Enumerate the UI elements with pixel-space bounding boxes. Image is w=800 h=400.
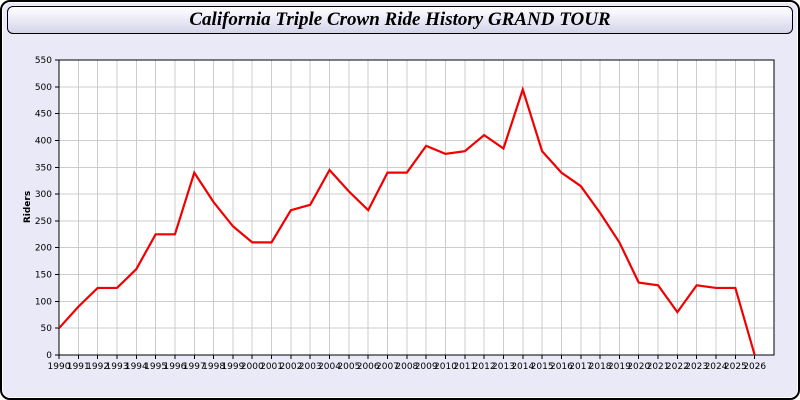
x-tick-label: 2003 bbox=[299, 362, 322, 372]
x-tick-label: 2017 bbox=[569, 362, 592, 372]
x-tick-label: 2019 bbox=[608, 362, 631, 372]
x-tick-label: 2016 bbox=[550, 362, 573, 372]
x-tick-label: 1990 bbox=[48, 362, 71, 372]
y-tick-label: 250 bbox=[35, 217, 52, 227]
y-tick-label: 450 bbox=[35, 110, 52, 120]
x-tick-label: 2020 bbox=[627, 362, 650, 372]
x-tick-label: 2005 bbox=[337, 362, 360, 372]
chart-title: California Triple Crown Ride History GRA… bbox=[189, 9, 611, 30]
x-tick-label: 2018 bbox=[589, 362, 612, 372]
x-tick-label: 2000 bbox=[241, 362, 264, 372]
x-tick-label: 1994 bbox=[125, 362, 148, 372]
y-tick-label: 300 bbox=[35, 190, 52, 200]
y-tick-label: 0 bbox=[46, 351, 52, 361]
x-tick-label: 1992 bbox=[86, 362, 109, 372]
x-tick-label: 2025 bbox=[724, 362, 747, 372]
x-tick-label: 2011 bbox=[453, 362, 476, 372]
x-tick-label: 2015 bbox=[531, 362, 554, 372]
y-tick-label: 100 bbox=[35, 297, 52, 307]
x-tick-label: 2002 bbox=[279, 362, 302, 372]
x-tick-label: 2007 bbox=[376, 362, 399, 372]
plot-area bbox=[59, 60, 774, 355]
x-tick-label: 2004 bbox=[318, 362, 341, 372]
chart-title-bar: California Triple Crown Ride History GRA… bbox=[7, 6, 793, 34]
x-tick-label: 2014 bbox=[511, 362, 534, 372]
x-tick-label: 2013 bbox=[492, 362, 515, 372]
y-tick-label: 550 bbox=[35, 56, 52, 66]
x-tick-label: 1999 bbox=[221, 362, 244, 372]
x-tick-label: 2010 bbox=[434, 362, 457, 372]
x-tick-label: 1995 bbox=[144, 362, 167, 372]
y-tick-label: 50 bbox=[41, 324, 53, 334]
x-tick-label: 1991 bbox=[67, 362, 90, 372]
x-tick-label: 2006 bbox=[357, 362, 380, 372]
x-tick-label: 2026 bbox=[743, 362, 766, 372]
x-tick-label: 2009 bbox=[415, 362, 438, 372]
plot-border bbox=[58, 59, 775, 356]
y-axis-title: Riders bbox=[23, 190, 33, 224]
x-tick-label: 2022 bbox=[666, 362, 689, 372]
y-tick-label: 200 bbox=[35, 244, 52, 254]
x-tick-label: 2001 bbox=[260, 362, 283, 372]
x-tick-label: 2024 bbox=[705, 362, 728, 372]
riders-line bbox=[58, 85, 756, 356]
x-tick-label: 1993 bbox=[106, 362, 129, 372]
y-tick-label: 350 bbox=[35, 163, 52, 173]
x-tick-label: 1997 bbox=[183, 362, 206, 372]
y-tick-label: 400 bbox=[35, 136, 52, 146]
x-tick-label: 1998 bbox=[202, 362, 225, 372]
x-tick-label: 1996 bbox=[163, 362, 186, 372]
x-tick-label: 2008 bbox=[395, 362, 418, 372]
x-tick-label: 2012 bbox=[473, 362, 496, 372]
y-tick-label: 500 bbox=[35, 83, 52, 93]
x-tick-label: 2021 bbox=[647, 362, 670, 372]
x-tick-label: 2023 bbox=[685, 362, 708, 372]
y-tick-label: 150 bbox=[35, 271, 52, 281]
